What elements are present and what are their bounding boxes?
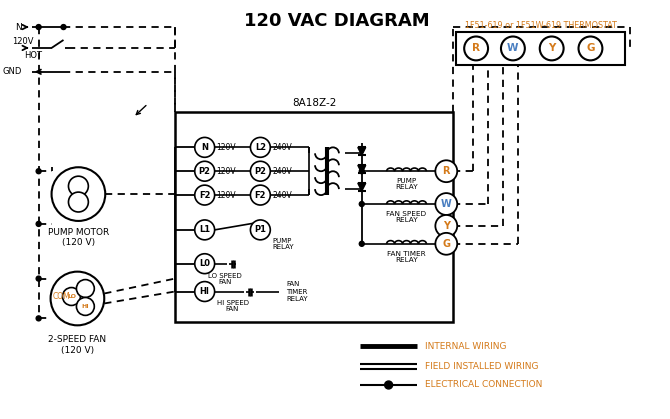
Text: HI: HI bbox=[200, 287, 210, 296]
Circle shape bbox=[359, 241, 364, 246]
Circle shape bbox=[501, 36, 525, 60]
Text: P1: P1 bbox=[255, 225, 267, 234]
Text: RELAY: RELAY bbox=[395, 217, 418, 223]
Circle shape bbox=[61, 25, 66, 29]
Text: 240V: 240V bbox=[272, 143, 292, 152]
Text: HI SPEED: HI SPEED bbox=[216, 300, 249, 306]
Text: L2: L2 bbox=[255, 143, 266, 152]
Text: PUMP: PUMP bbox=[397, 178, 417, 184]
Circle shape bbox=[36, 316, 41, 321]
Text: L0: L0 bbox=[199, 259, 210, 268]
Circle shape bbox=[36, 169, 41, 174]
Text: W: W bbox=[507, 44, 519, 54]
Text: TIMER: TIMER bbox=[286, 289, 308, 295]
Circle shape bbox=[436, 215, 457, 237]
Text: 8A18Z-2: 8A18Z-2 bbox=[292, 98, 336, 108]
Text: RELAY: RELAY bbox=[395, 184, 418, 190]
Circle shape bbox=[195, 161, 214, 181]
Text: ELECTRICAL CONNECTION: ELECTRICAL CONNECTION bbox=[425, 380, 543, 390]
Circle shape bbox=[195, 282, 214, 301]
Circle shape bbox=[436, 233, 457, 255]
Text: LO: LO bbox=[67, 294, 76, 299]
Circle shape bbox=[76, 279, 94, 297]
Text: FAN: FAN bbox=[226, 306, 239, 313]
Circle shape bbox=[52, 167, 105, 221]
Text: 1F51-619 or 1F51W-619 THERMOSTAT: 1F51-619 or 1F51W-619 THERMOSTAT bbox=[465, 21, 616, 30]
Circle shape bbox=[436, 160, 457, 182]
Circle shape bbox=[36, 221, 41, 226]
Text: FAN: FAN bbox=[286, 281, 299, 287]
Circle shape bbox=[251, 220, 270, 240]
Circle shape bbox=[385, 381, 393, 389]
Circle shape bbox=[359, 169, 364, 174]
Circle shape bbox=[195, 220, 214, 240]
Circle shape bbox=[62, 287, 80, 305]
Text: P2: P2 bbox=[199, 167, 210, 176]
Text: Y: Y bbox=[548, 44, 555, 54]
Text: G: G bbox=[586, 44, 595, 54]
Circle shape bbox=[36, 276, 41, 281]
Text: FIELD INSTALLED WIRING: FIELD INSTALLED WIRING bbox=[425, 362, 539, 370]
Text: 120 VAC DIAGRAM: 120 VAC DIAGRAM bbox=[244, 12, 429, 30]
Circle shape bbox=[464, 36, 488, 60]
Text: HOT: HOT bbox=[23, 52, 42, 60]
Text: RELAY: RELAY bbox=[272, 244, 294, 250]
Text: HI: HI bbox=[82, 304, 89, 309]
Bar bbox=[456, 32, 625, 65]
Circle shape bbox=[68, 176, 88, 196]
Text: G: G bbox=[442, 239, 450, 249]
Text: 120V: 120V bbox=[216, 191, 237, 199]
Text: LO SPEED: LO SPEED bbox=[208, 273, 241, 279]
Circle shape bbox=[76, 297, 94, 316]
Text: R: R bbox=[472, 44, 480, 54]
Circle shape bbox=[36, 25, 41, 29]
Text: FAN TIMER: FAN TIMER bbox=[387, 251, 426, 257]
Text: 240V: 240V bbox=[272, 191, 292, 199]
Circle shape bbox=[195, 137, 214, 157]
Text: W: W bbox=[441, 199, 452, 209]
Bar bbox=[175, 111, 453, 322]
Circle shape bbox=[251, 137, 270, 157]
Circle shape bbox=[195, 185, 214, 205]
Circle shape bbox=[359, 202, 364, 207]
Text: COM: COM bbox=[52, 292, 70, 301]
Text: P2: P2 bbox=[255, 167, 267, 176]
Text: 240V: 240V bbox=[272, 167, 292, 176]
Text: Y: Y bbox=[443, 221, 450, 231]
Polygon shape bbox=[358, 183, 366, 191]
Circle shape bbox=[251, 161, 270, 181]
Text: RELAY: RELAY bbox=[286, 297, 308, 303]
Text: R: R bbox=[443, 166, 450, 176]
Text: FAN: FAN bbox=[218, 279, 231, 285]
Circle shape bbox=[540, 36, 563, 60]
Text: F2: F2 bbox=[199, 191, 210, 199]
Text: PUMP MOTOR
(120 V): PUMP MOTOR (120 V) bbox=[48, 228, 109, 247]
Circle shape bbox=[578, 36, 602, 60]
Text: PUMP: PUMP bbox=[272, 238, 291, 244]
Text: 120V: 120V bbox=[216, 167, 237, 176]
Text: N: N bbox=[15, 23, 21, 31]
Polygon shape bbox=[358, 165, 366, 173]
Text: N: N bbox=[201, 143, 208, 152]
Text: RELAY: RELAY bbox=[395, 257, 418, 263]
Text: 120V: 120V bbox=[12, 37, 34, 47]
Circle shape bbox=[195, 254, 214, 274]
Text: FAN SPEED: FAN SPEED bbox=[387, 211, 427, 217]
Circle shape bbox=[251, 185, 270, 205]
Text: GND: GND bbox=[3, 67, 21, 76]
Circle shape bbox=[50, 272, 105, 325]
Circle shape bbox=[436, 193, 457, 215]
Text: INTERNAL WIRING: INTERNAL WIRING bbox=[425, 342, 507, 351]
Text: F2: F2 bbox=[255, 191, 266, 199]
Text: L1: L1 bbox=[199, 225, 210, 234]
Text: 2-SPEED FAN
(120 V): 2-SPEED FAN (120 V) bbox=[48, 335, 107, 354]
Polygon shape bbox=[358, 147, 366, 155]
Circle shape bbox=[68, 192, 88, 212]
Text: 120V: 120V bbox=[216, 143, 237, 152]
